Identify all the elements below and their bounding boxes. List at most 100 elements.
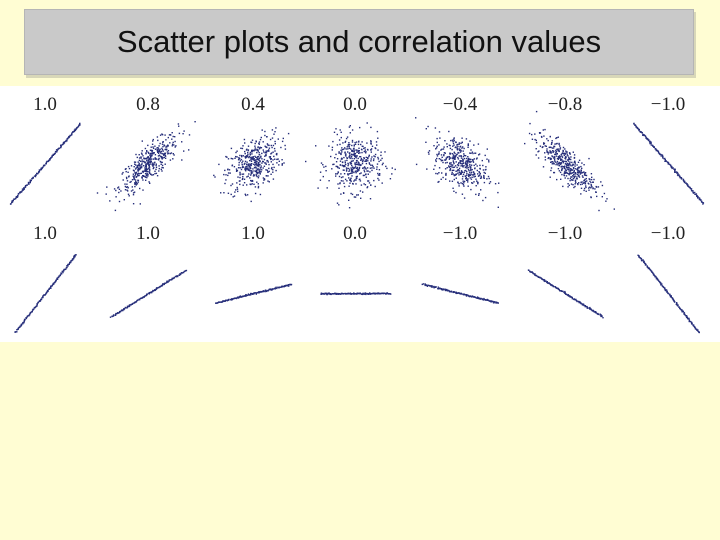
data-point [696, 329, 698, 331]
data-point [677, 173, 679, 175]
data-point [467, 162, 469, 164]
data-point [149, 170, 151, 172]
data-point [367, 157, 369, 160]
data-point [147, 151, 150, 154]
data-point [125, 186, 128, 188]
data-point [152, 138, 154, 141]
data-point [470, 166, 472, 168]
data-point [371, 164, 374, 166]
data-point [160, 161, 162, 163]
data-point [568, 166, 570, 169]
data-point [571, 172, 573, 174]
data-point [676, 172, 678, 174]
data-point [588, 157, 590, 160]
data-point [335, 161, 338, 163]
data-point [569, 161, 571, 163]
data-point [603, 192, 606, 195]
data-point [572, 175, 574, 177]
data-point [545, 145, 547, 147]
data-point [48, 159, 50, 161]
data-point [394, 168, 396, 171]
data-point [441, 288, 443, 291]
data-point [358, 162, 360, 164]
correlation-figure: 1.0 0.8 0.4 0.0 −0.4 −0.8 −1.0 1.0 1.0 1.0 0.0 −1.0… [0, 86, 720, 342]
data-point [150, 149, 152, 152]
data-point [147, 144, 149, 147]
data-point [640, 258, 642, 260]
data-point [456, 170, 459, 172]
data-point [702, 203, 704, 205]
data-point [161, 161, 163, 164]
data-point [152, 158, 155, 160]
data-point [581, 183, 583, 185]
data-point [657, 279, 660, 281]
data-point [356, 155, 358, 157]
data-point [147, 163, 149, 165]
data-point [555, 155, 558, 157]
data-point [266, 146, 268, 149]
data-point [337, 183, 339, 185]
data-point [345, 137, 348, 140]
data-point [643, 134, 645, 137]
data-point [590, 173, 593, 175]
data-point [347, 174, 349, 176]
data-point [578, 182, 580, 184]
data-point [145, 167, 147, 170]
data-point [224, 182, 226, 185]
data-point [564, 153, 566, 155]
data-point [570, 173, 572, 175]
data-point [698, 331, 700, 334]
data-point [350, 156, 352, 158]
data-point [118, 188, 121, 190]
data-point [561, 167, 563, 170]
data-point [343, 182, 345, 184]
data-point [345, 163, 347, 166]
data-point [468, 173, 470, 176]
data-point [139, 297, 142, 300]
data-point [139, 166, 141, 169]
data-point [357, 170, 359, 172]
data-point [365, 162, 368, 165]
data-point [252, 156, 254, 158]
data-point [128, 304, 131, 306]
data-point [498, 182, 500, 184]
data-point [233, 166, 236, 168]
data-point [117, 187, 119, 189]
data-point [135, 164, 137, 166]
data-point [376, 166, 378, 168]
data-point [136, 299, 139, 301]
data-point [251, 156, 253, 158]
data-point [245, 156, 247, 158]
data-point [250, 200, 252, 203]
data-point [479, 167, 481, 170]
data-point [227, 192, 230, 194]
data-point [139, 187, 141, 190]
data-point [322, 164, 324, 166]
data-point [496, 302, 498, 304]
data-point [585, 186, 587, 189]
data-point [363, 166, 366, 168]
data-point [105, 193, 107, 195]
data-point [155, 166, 158, 168]
data-point [279, 286, 282, 288]
data-point [549, 152, 551, 154]
data-point [39, 169, 41, 171]
data-point [162, 150, 164, 152]
data-point [244, 168, 246, 171]
data-point [463, 153, 465, 155]
data-point [578, 300, 580, 303]
data-point [461, 178, 464, 180]
data-point [362, 292, 364, 294]
data-point [65, 140, 67, 143]
correlation-label: 1.0 [33, 223, 57, 244]
data-point [461, 147, 463, 149]
data-point [466, 173, 468, 175]
data-point [120, 190, 122, 192]
data-point [257, 155, 260, 158]
data-point [145, 153, 147, 155]
data-point [63, 268, 65, 271]
data-point [470, 171, 473, 174]
data-point [550, 150, 552, 153]
data-point [391, 167, 393, 169]
data-point [250, 159, 252, 161]
